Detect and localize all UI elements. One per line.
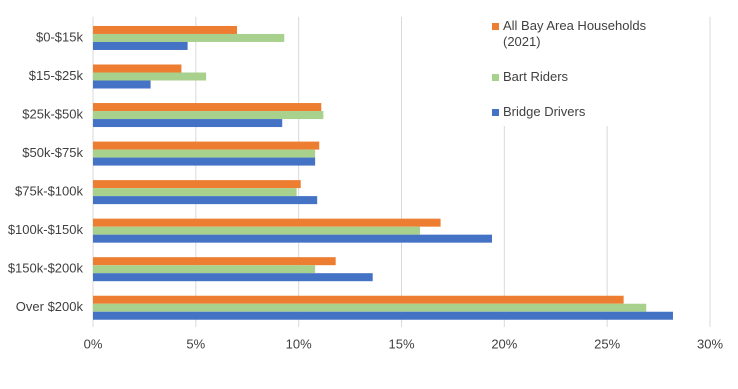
legend-entry: Bridge Drivers (492, 104, 672, 120)
bar (93, 72, 207, 81)
legend-label: Bridge Drivers (503, 104, 586, 119)
bar (93, 33, 285, 42)
y-tick-label: $0-$15k (36, 29, 83, 44)
y-tick-label: $100k-$150k (8, 222, 84, 237)
bar (93, 180, 301, 189)
x-tick-label: 5% (186, 336, 205, 351)
y-tick-label: $150k-$200k (8, 261, 84, 276)
legend-label: Bart Riders (503, 69, 569, 84)
bar (93, 80, 151, 89)
bar (93, 111, 324, 120)
y-tick-label: Over $200k (16, 299, 84, 314)
legend-swatch (492, 109, 499, 116)
y-tick-label: $15-$25k (29, 68, 84, 83)
bar (93, 196, 318, 205)
x-tick-label: 20% (491, 336, 517, 351)
bar (93, 226, 421, 235)
bar (93, 149, 316, 158)
y-tick-label: $75k-$100k (15, 184, 83, 199)
x-tick-label: 25% (594, 336, 620, 351)
bar (93, 303, 647, 312)
bar (93, 64, 182, 73)
legend-label: All Bay Area Households (2021) (503, 18, 647, 49)
x-tick-label: 15% (388, 336, 414, 351)
bar (93, 157, 316, 166)
x-tick-label: 30% (697, 336, 723, 351)
bar (93, 311, 673, 320)
bar (93, 141, 320, 150)
bar (93, 119, 283, 128)
bar (93, 257, 336, 266)
legend: All Bay Area Households (2021) Bart Rider… (486, 16, 672, 126)
legend-entry: Bart Riders (492, 69, 672, 85)
y-tick-label: $25k-$50k (22, 106, 83, 121)
x-tick-label: 10% (286, 336, 312, 351)
legend-swatch (492, 74, 499, 81)
y-tick-label: $50k-$75k (22, 145, 83, 160)
bar (93, 265, 316, 274)
bar (93, 273, 373, 282)
legend-entry: All Bay Area Households (2021) (492, 18, 672, 50)
bar (93, 25, 237, 34)
legend-swatch (492, 23, 499, 30)
bar (93, 41, 188, 50)
bar (93, 188, 297, 197)
x-tick-label: 0% (84, 336, 103, 351)
bar (93, 218, 441, 227)
bar (93, 103, 322, 112)
bar (93, 234, 492, 243)
bar (93, 295, 624, 304)
